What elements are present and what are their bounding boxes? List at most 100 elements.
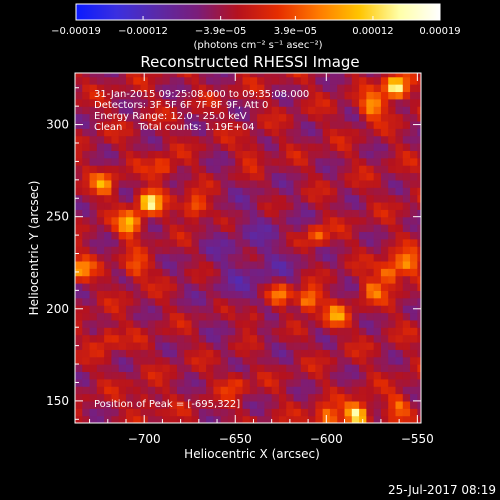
heatmap-cell bbox=[366, 216, 375, 225]
heatmap-cell bbox=[366, 371, 375, 380]
heatmap-cell bbox=[118, 378, 127, 387]
heatmap-cell bbox=[366, 327, 375, 336]
heatmap-cell bbox=[155, 224, 164, 233]
heatmap-cell bbox=[133, 327, 142, 336]
heatmap-cell bbox=[351, 73, 360, 78]
heatmap-cell bbox=[264, 386, 273, 395]
heatmap-cell bbox=[227, 305, 236, 314]
heatmap-cell bbox=[220, 268, 229, 277]
heatmap-cell bbox=[388, 187, 397, 196]
heatmap-cell bbox=[104, 120, 113, 129]
heatmap-cell bbox=[82, 157, 91, 166]
heatmap-cell bbox=[380, 135, 389, 144]
heatmap-cell bbox=[235, 268, 244, 277]
heatmap-cell bbox=[417, 260, 421, 269]
heatmap-cell bbox=[344, 260, 353, 269]
heatmap-cell bbox=[417, 275, 421, 284]
heatmap-cell bbox=[315, 378, 324, 387]
heatmap-cell bbox=[147, 378, 156, 387]
heatmap-cell bbox=[337, 201, 346, 210]
heatmap-cell bbox=[315, 76, 324, 85]
heatmap-cell bbox=[206, 393, 214, 402]
heatmap-cell bbox=[337, 246, 346, 255]
heatmap-cell bbox=[315, 209, 324, 218]
heatmap-cell bbox=[213, 238, 222, 247]
heatmap-cell bbox=[104, 319, 113, 328]
heatmap-cell bbox=[220, 238, 229, 247]
heatmap-cell bbox=[410, 371, 418, 380]
heatmap-cell bbox=[184, 327, 193, 336]
heatmap-cell bbox=[191, 143, 200, 151]
heatmap-cell bbox=[278, 106, 287, 115]
heatmap-cell bbox=[96, 120, 105, 129]
heatmap-cell bbox=[329, 283, 338, 291]
heatmap-cell bbox=[140, 209, 149, 218]
heatmap-cell bbox=[82, 98, 91, 107]
heatmap-cell bbox=[206, 400, 214, 409]
heatmap-cell bbox=[264, 312, 273, 321]
heatmap-cell bbox=[169, 91, 178, 100]
heatmap-cell bbox=[118, 400, 127, 409]
heatmap-cell bbox=[402, 172, 411, 181]
heatmap-cell bbox=[82, 209, 91, 218]
heatmap-cell bbox=[329, 378, 338, 387]
heatmap-cell bbox=[278, 246, 287, 255]
heatmap-cell bbox=[366, 268, 375, 277]
heatmap-cell bbox=[169, 364, 178, 373]
heatmap-cell bbox=[249, 224, 258, 233]
heatmap-cell bbox=[344, 165, 353, 174]
peak-position-label: Position of Peak = [-695,322] bbox=[94, 399, 240, 410]
heatmap-cell bbox=[155, 209, 164, 218]
heatmap-cell bbox=[329, 290, 338, 299]
heatmap-cell bbox=[104, 91, 113, 100]
heatmap-cell bbox=[322, 253, 331, 262]
heatmap-cell bbox=[380, 378, 389, 387]
heatmap-cell bbox=[147, 283, 156, 291]
heatmap-cell bbox=[249, 356, 258, 365]
heatmap-cell bbox=[147, 84, 156, 93]
heatmap-cell bbox=[293, 91, 302, 100]
heatmap-cell bbox=[198, 172, 207, 181]
heatmap-cell bbox=[82, 334, 91, 343]
heatmap-cell bbox=[322, 194, 331, 203]
heatmap-cell bbox=[213, 386, 222, 395]
heatmap-cell bbox=[249, 283, 258, 291]
heatmap-cell bbox=[96, 231, 105, 240]
heatmap-cell bbox=[373, 135, 382, 144]
heatmap-cell bbox=[395, 253, 404, 262]
heatmap-cell bbox=[220, 128, 229, 137]
heatmap-cell bbox=[264, 400, 273, 409]
heatmap-cell bbox=[198, 201, 207, 210]
heatmap-cell bbox=[278, 187, 287, 196]
heatmap-cell bbox=[89, 253, 98, 262]
heatmap-cell bbox=[147, 393, 156, 402]
heatmap-cell bbox=[75, 172, 83, 181]
heatmap-cell bbox=[329, 157, 338, 166]
heatmap-cell bbox=[293, 157, 302, 166]
heatmap-cell bbox=[155, 113, 164, 122]
heatmap-cell bbox=[133, 415, 142, 423]
heatmap-cell bbox=[264, 120, 273, 129]
heatmap-cell bbox=[351, 76, 360, 85]
heatmap-cell bbox=[75, 238, 83, 247]
heatmap-cell bbox=[308, 283, 316, 291]
heatmap-cell bbox=[322, 341, 331, 350]
heatmap-cell bbox=[206, 165, 214, 174]
heatmap-cell bbox=[227, 201, 236, 210]
heatmap-cell bbox=[198, 135, 207, 144]
heatmap-cell bbox=[344, 91, 353, 100]
heatmap-cell bbox=[308, 135, 316, 144]
heatmap-cell bbox=[96, 283, 105, 291]
heatmap-cell bbox=[89, 113, 98, 122]
heatmap-cell bbox=[213, 312, 222, 321]
heatmap-cell bbox=[162, 408, 171, 417]
heatmap-cell bbox=[344, 408, 353, 417]
heatmap-cell bbox=[388, 98, 397, 107]
heatmap-cell bbox=[111, 98, 120, 107]
heatmap-cell bbox=[140, 253, 149, 262]
heatmap-cell bbox=[206, 187, 214, 196]
heatmap-cell bbox=[118, 106, 127, 115]
info-line-time: 31-Jan-2015 09:25:08.000 to 09:35:08.000 bbox=[94, 89, 309, 100]
heatmap-cell bbox=[169, 216, 178, 225]
heatmap-cell bbox=[176, 356, 185, 365]
